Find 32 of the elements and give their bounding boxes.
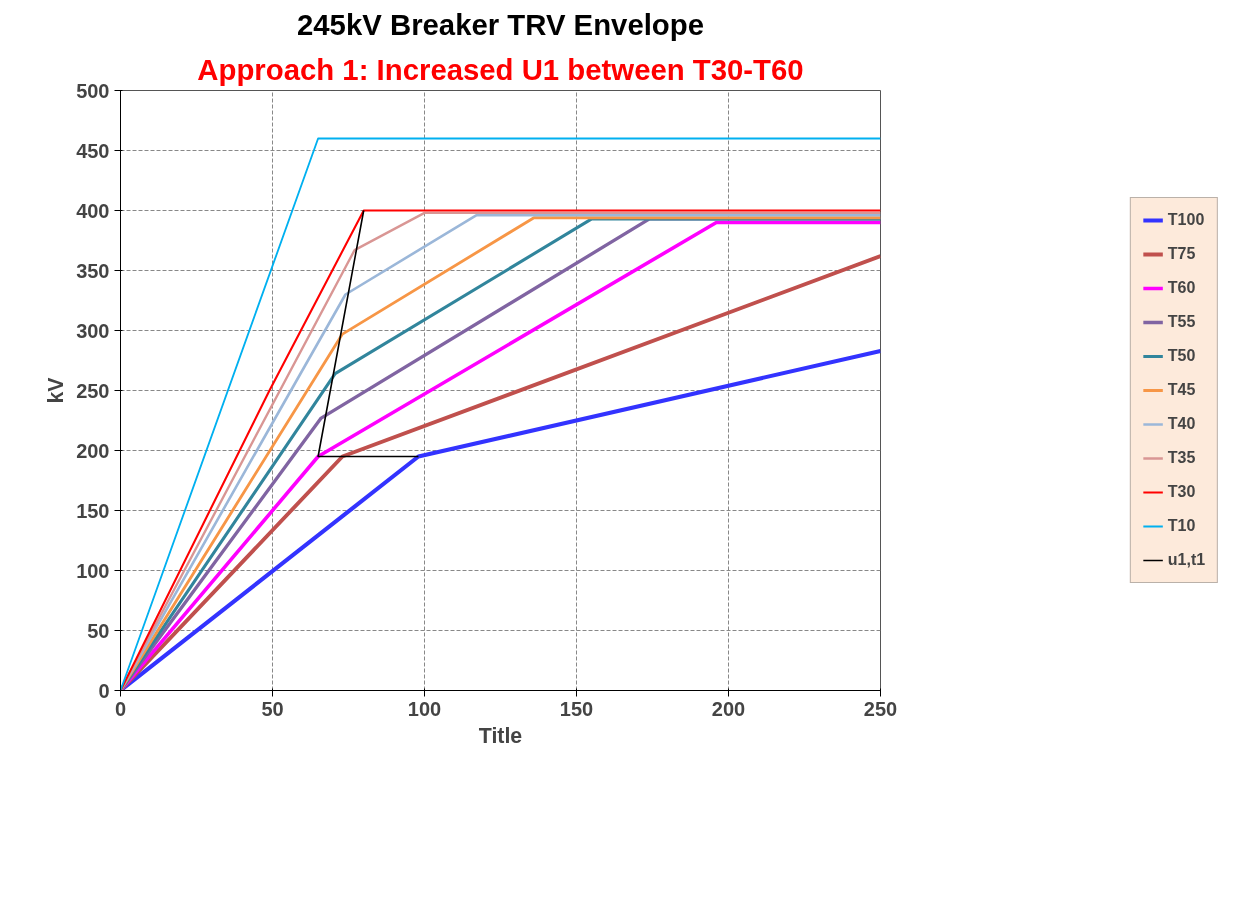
legend-label: T100: [1167, 211, 1205, 229]
legend-label: T10: [1167, 517, 1196, 535]
legend-label: T55: [1167, 313, 1196, 331]
legend-label: T50: [1167, 347, 1196, 365]
legend-label: T60: [1167, 279, 1196, 297]
legend-label: T40: [1167, 415, 1196, 433]
y-tick-label: 50: [87, 619, 110, 642]
y-tick-label: 300: [76, 319, 110, 342]
legend-label: T30: [1167, 483, 1196, 501]
y-tick-label: 450: [76, 139, 110, 162]
y-tick-label: 350: [76, 259, 110, 282]
chart-title: 245kV Breaker TRV Envelope: [296, 7, 705, 41]
y-tick-label: 250: [76, 379, 110, 402]
y-axis-title: kV: [44, 376, 69, 404]
y-tick-label: 500: [76, 79, 110, 102]
y-tick-label: 0: [98, 679, 110, 702]
y-tick-label: 400: [76, 199, 110, 222]
legend-label: u1,t1: [1167, 551, 1206, 569]
legend-label: T45: [1167, 381, 1196, 399]
x-tick-label: 50: [261, 697, 284, 720]
y-tick-label: 100: [76, 559, 110, 582]
y-tick-label: 150: [76, 499, 110, 522]
x-tick-label: 0: [114, 697, 127, 720]
y-tick-label: 200: [76, 439, 110, 462]
x-axis-title: Title: [478, 723, 523, 748]
x-tick-label: 200: [711, 697, 746, 720]
chart-subtitle: Approach 1: Increased U1 between T30-T60: [197, 52, 804, 86]
x-tick-label: 250: [863, 697, 898, 720]
x-tick-label: 150: [559, 697, 594, 720]
legend-label: T35: [1167, 449, 1196, 467]
x-tick-label: 100: [407, 697, 442, 720]
legend-label: T75: [1167, 245, 1196, 263]
